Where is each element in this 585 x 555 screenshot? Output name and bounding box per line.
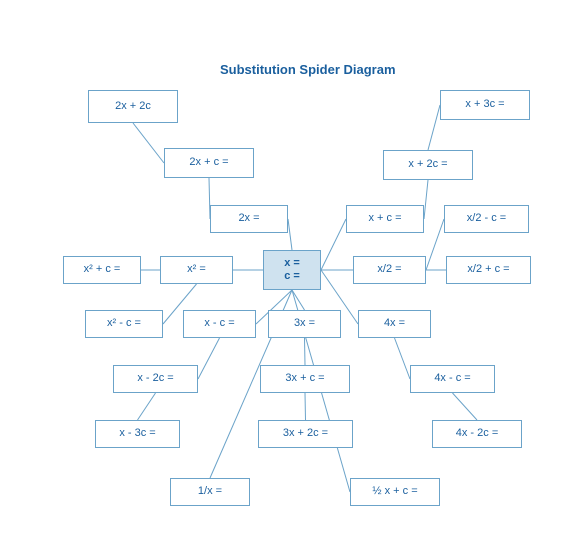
node-label: x + 3c =: [465, 98, 504, 111]
node-nxh2pc: x/2 + c =: [446, 256, 531, 284]
node-label: 3x + c =: [285, 372, 324, 385]
node-label: x + c =: [368, 212, 401, 225]
node-label: 2x + c =: [189, 156, 228, 169]
node-n3xp2c: 3x + 2c =: [258, 420, 353, 448]
node-nxh2: x/2 =: [353, 256, 426, 284]
node-center: x =c =: [263, 250, 321, 290]
edge: [305, 393, 306, 420]
edge: [395, 338, 411, 379]
edge: [321, 219, 346, 270]
edge: [426, 219, 444, 270]
edge: [424, 180, 428, 219]
node-n4xm2c: 4x - 2c =: [432, 420, 522, 448]
node-n2xc: 2x + c =: [164, 148, 254, 178]
node-label: x² - c =: [107, 317, 141, 330]
node-label: 2x + 2c: [115, 100, 151, 113]
node-label: 4x =: [384, 317, 405, 330]
edge: [428, 105, 440, 150]
node-label: ½ x + c =: [372, 485, 417, 498]
node-label: x/2 - c =: [467, 212, 506, 225]
node-label: x - 3c =: [119, 427, 155, 440]
node-n2x: 2x =: [210, 205, 288, 233]
node-label: 3x =: [294, 317, 315, 330]
node-label: 1/x =: [198, 485, 222, 498]
edge: [198, 338, 220, 379]
node-label: x/2 =: [377, 263, 401, 276]
node-nxm3c: x - 3c =: [95, 420, 180, 448]
edge: [453, 393, 478, 420]
node-nx2mc: x² - c =: [85, 310, 163, 338]
node-n3x: 3x =: [268, 310, 341, 338]
node-nx2c: x + 2c =: [383, 150, 473, 180]
node-nhxpc: ½ x + c =: [350, 478, 440, 506]
node-n4x: 4x =: [358, 310, 431, 338]
node-label: x² + c =: [84, 263, 121, 276]
node-nxmc: x - c =: [183, 310, 256, 338]
edge: [138, 393, 156, 420]
node-label: x/2 + c =: [467, 263, 509, 276]
node-n2x2c: 2x + 2c: [88, 90, 178, 123]
edge: [288, 219, 292, 250]
node-nx2pc: x² + c =: [63, 256, 141, 284]
node-label: x - 2c =: [137, 372, 173, 385]
edge: [292, 290, 305, 310]
node-label: 4x - 2c =: [456, 427, 499, 440]
node-nxh2mc: x/2 - c =: [444, 205, 529, 233]
node-label: 3x + 2c =: [283, 427, 328, 440]
node-n4xmc: 4x - c =: [410, 365, 495, 393]
node-n3xpc: 3x + c =: [260, 365, 350, 393]
node-nxm2c: x - 2c =: [113, 365, 198, 393]
center-line2: c =: [284, 270, 300, 283]
node-nx3c: x + 3c =: [440, 90, 530, 120]
edge: [305, 338, 306, 365]
node-label: x + 2c =: [408, 158, 447, 171]
diagram-title: Substitution Spider Diagram: [220, 62, 396, 77]
node-label: 4x - c =: [434, 372, 470, 385]
edge: [133, 123, 164, 163]
node-n1ox: 1/x =: [170, 478, 250, 506]
node-nx2: x² =: [160, 256, 233, 284]
node-label: 2x =: [238, 212, 259, 225]
spider-diagram-canvas: Substitution Spider Diagram x =c = 2x + 2…: [0, 0, 585, 555]
node-label: x - c =: [204, 317, 234, 330]
node-label: x² =: [187, 263, 206, 276]
node-nxc: x + c =: [346, 205, 424, 233]
center-line1: x =: [284, 257, 300, 270]
